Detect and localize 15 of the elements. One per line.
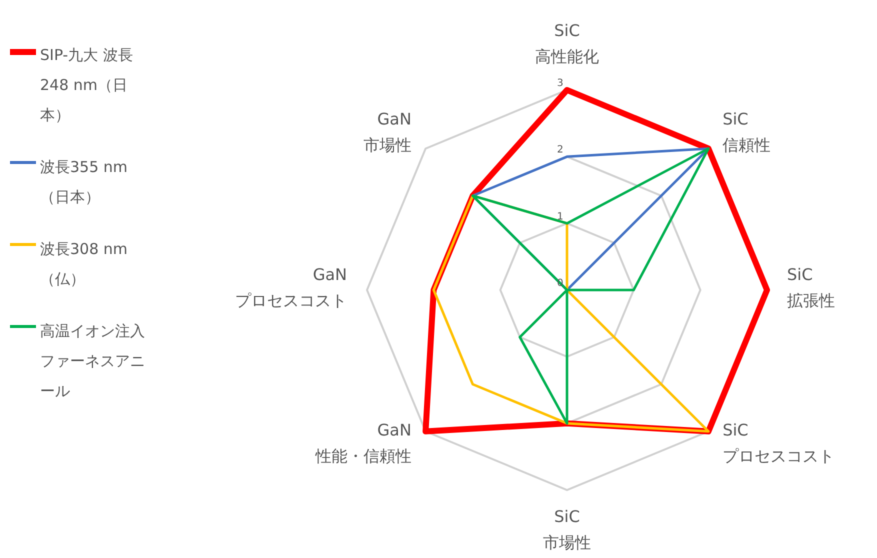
spoke-label: GaN 性能・信頼性 <box>314 420 412 466</box>
spoke-label: SiC 拡張性 <box>787 265 835 310</box>
legend-label: 波長355 nm（日本） <box>40 157 129 208</box>
legend-label: 高温イオン注入ファーネスアニール <box>40 321 146 402</box>
spoke-label: GaN 市場性 <box>363 109 412 154</box>
spoke-label: GaN プロセスコスト <box>235 265 347 310</box>
legend-label: 波長308 nm（仏） <box>40 239 129 290</box>
legend-label: SIP-九大 波長248 nm（日本） <box>40 45 134 126</box>
y-tick-label: 2 <box>557 144 564 156</box>
y-tick-label: 3 <box>557 78 564 89</box>
y-tick-label: 1 <box>557 211 564 222</box>
spoke-label: SiC プロセスコスト <box>722 420 835 466</box>
spoke-label: SiC 高性能化 <box>535 21 599 66</box>
spoke-label: SiC 信頼性 <box>722 109 771 154</box>
spoke-label: SiC 市場性 <box>543 507 591 552</box>
